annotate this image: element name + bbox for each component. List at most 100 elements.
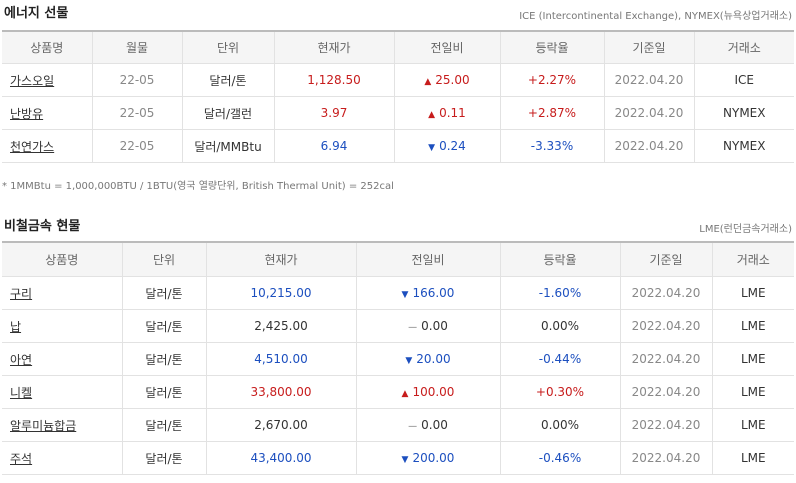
metal-header-row: 상품명 단위 현재가 전일비 등락율 기준일 거래소	[2, 241, 794, 277]
rate-cell: +2.87%	[499, 96, 604, 130]
unit-cell: 달러/MMBtu	[181, 129, 274, 163]
col-header-change: 전일비	[393, 30, 500, 64]
change-cell: ▼ 166.00	[355, 276, 500, 310]
product-name-cell: 주석	[2, 441, 122, 475]
rate-cell: -0.44%	[499, 342, 620, 376]
contract-month-cell: 22-05	[91, 96, 182, 130]
metal-exchange-note: LME(런던금속거래소)	[699, 224, 792, 235]
table-row: 주석 달러/톤 43,400.00 ▼ 200.00 -0.46% 2022.04.20 LM…	[2, 441, 794, 475]
rate-cell: 0.00%	[499, 309, 620, 343]
change-value: 0.00	[421, 319, 448, 333]
product-name-cell: 천연가스	[2, 129, 92, 163]
triangle-down-icon: ▼	[405, 356, 413, 366]
product-link[interactable]: 아연	[10, 352, 33, 367]
rate-cell: -3.33%	[499, 129, 604, 163]
col-header-price: 현재가	[205, 241, 356, 277]
exchange-cell: LME	[711, 375, 794, 409]
exchange-cell: LME	[711, 342, 794, 376]
table-row: 납 달러/톤 2,425.00—0.00 0.00% 2022.04.20 LME	[2, 309, 794, 343]
energy-section-title: 에너지 선물	[4, 6, 69, 21]
change-cell: —0.00	[355, 408, 500, 442]
product-link[interactable]: 천연가스	[10, 139, 55, 154]
nonferrous-metals-section: 비철금속 현물 LME(런던금속거래소) 상품명 단위 현재가 전일비 등락율 …	[0, 213, 796, 475]
base-date-cell: 2022.04.20	[619, 309, 712, 343]
product-link[interactable]: 구리	[10, 286, 33, 301]
col-header-date: 기준일	[603, 30, 694, 64]
triangle-down-icon: ▼	[401, 290, 409, 300]
change-cell: ▼ 20.00	[355, 342, 500, 376]
exchange-cell: LME	[711, 276, 794, 310]
triangle-down-icon: ▼	[428, 143, 436, 153]
col-header-exchange: 거래소	[711, 241, 794, 277]
metal-section-title: 비철금속 현물	[4, 219, 81, 234]
change-value: 0.24	[439, 139, 466, 153]
col-header-name: 상품명	[2, 30, 92, 64]
price-cell: 1,128.50	[273, 63, 394, 97]
unit-cell: 달러/톤	[181, 63, 274, 97]
metal-section-header: 비철금속 현물 LME(런던금속거래소)	[0, 213, 796, 241]
change-cell: —0.00	[355, 309, 500, 343]
change-cell: ▼ 0.24	[393, 129, 500, 163]
energy-footnote: * 1MMBtu = 1,000,000BTU / 1BTU(영국 열량단위, …	[2, 181, 394, 192]
base-date-cell: 2022.04.20	[619, 408, 712, 442]
price-cell: 10,215.00	[205, 276, 356, 310]
base-date-cell: 2022.04.20	[603, 63, 694, 97]
price-cell: 2,670.00	[205, 408, 356, 442]
product-link[interactable]: 납	[10, 319, 22, 334]
triangle-up-icon: ▲	[401, 389, 409, 399]
table-row: 아연 달러/톤 4,510.00 ▼ 20.00 -0.44% 2022.04.20 LME	[2, 342, 794, 376]
base-date-cell: 2022.04.20	[603, 96, 694, 130]
rate-cell: -0.46%	[499, 441, 620, 475]
rate-cell: -1.60%	[499, 276, 620, 310]
col-header-exchange: 거래소	[693, 30, 794, 64]
product-link[interactable]: 주석	[10, 451, 33, 466]
exchange-cell: ICE	[693, 63, 794, 97]
change-value: 100.00	[412, 385, 455, 399]
product-name-cell: 난방유	[2, 96, 92, 130]
unit-cell: 달러/톤	[121, 375, 206, 409]
exchange-cell: LME	[711, 441, 794, 475]
product-link[interactable]: 난방유	[10, 106, 44, 121]
change-value: 166.00	[412, 286, 455, 300]
col-header-change: 전일비	[355, 241, 500, 277]
change-value: 25.00	[435, 73, 470, 87]
rate-cell: +0.30%	[499, 375, 620, 409]
exchange-cell: LME	[711, 408, 794, 442]
product-name-cell: 알루미늄합금	[2, 408, 122, 442]
unit-cell: 달러/톤	[121, 441, 206, 475]
unit-cell: 달러/톤	[121, 408, 206, 442]
product-link[interactable]: 니켈	[10, 385, 33, 400]
product-name-cell: 가스오일	[2, 63, 92, 97]
price-cell: 3.97	[273, 96, 394, 130]
col-header-month: 월물	[91, 30, 182, 64]
price-cell: 43,400.00	[205, 441, 356, 475]
product-link[interactable]: 알루미늄합금	[10, 418, 77, 433]
rate-cell: 0.00%	[499, 408, 620, 442]
change-cell: ▲ 25.00	[393, 63, 500, 97]
change-value: 20.00	[416, 352, 451, 366]
dash-icon: —	[408, 323, 418, 333]
change-cell: ▲ 100.00	[355, 375, 500, 409]
energy-header-row: 상품명 월물 단위 현재가 전일비 등락율 기준일 거래소	[2, 30, 794, 64]
product-link[interactable]: 가스오일	[10, 73, 55, 88]
product-name-cell: 니켈	[2, 375, 122, 409]
dash-icon: —	[408, 422, 418, 432]
col-header-unit: 단위	[181, 30, 274, 64]
col-header-unit: 단위	[121, 241, 206, 277]
table-row: 난방유 22-05 달러/갤런 3.97 ▲ 0.11 +2.87% 2022.04.20 NY…	[2, 96, 794, 130]
unit-cell: 달러/톤	[121, 309, 206, 343]
energy-futures-table: 상품명 월물 단위 현재가 전일비 등락율 기준일 거래소 가스오일 22-05 달…	[2, 30, 794, 163]
table-row: 알루미늄합금 달러/톤 2,670.00—0.00 0.00% 2022.04.20 LM…	[2, 408, 794, 442]
product-name-cell: 아연	[2, 342, 122, 376]
col-header-name: 상품명	[2, 241, 122, 277]
energy-exchange-note: ICE (Intercontinental Exchange), NYMEX(뉴…	[519, 11, 792, 22]
table-row: 가스오일 22-05 달러/톤 1,128.50 ▲ 25.00 +2.27% 2022.04…	[2, 63, 794, 97]
col-header-price: 현재가	[273, 30, 394, 64]
change-value: 0.00	[421, 418, 448, 432]
exchange-cell: NYMEX	[693, 96, 794, 130]
change-value: 200.00	[412, 451, 455, 465]
unit-cell: 달러/톤	[121, 342, 206, 376]
base-date-cell: 2022.04.20	[619, 375, 712, 409]
contract-month-cell: 22-05	[91, 63, 182, 97]
base-date-cell: 2022.04.20	[619, 441, 712, 475]
